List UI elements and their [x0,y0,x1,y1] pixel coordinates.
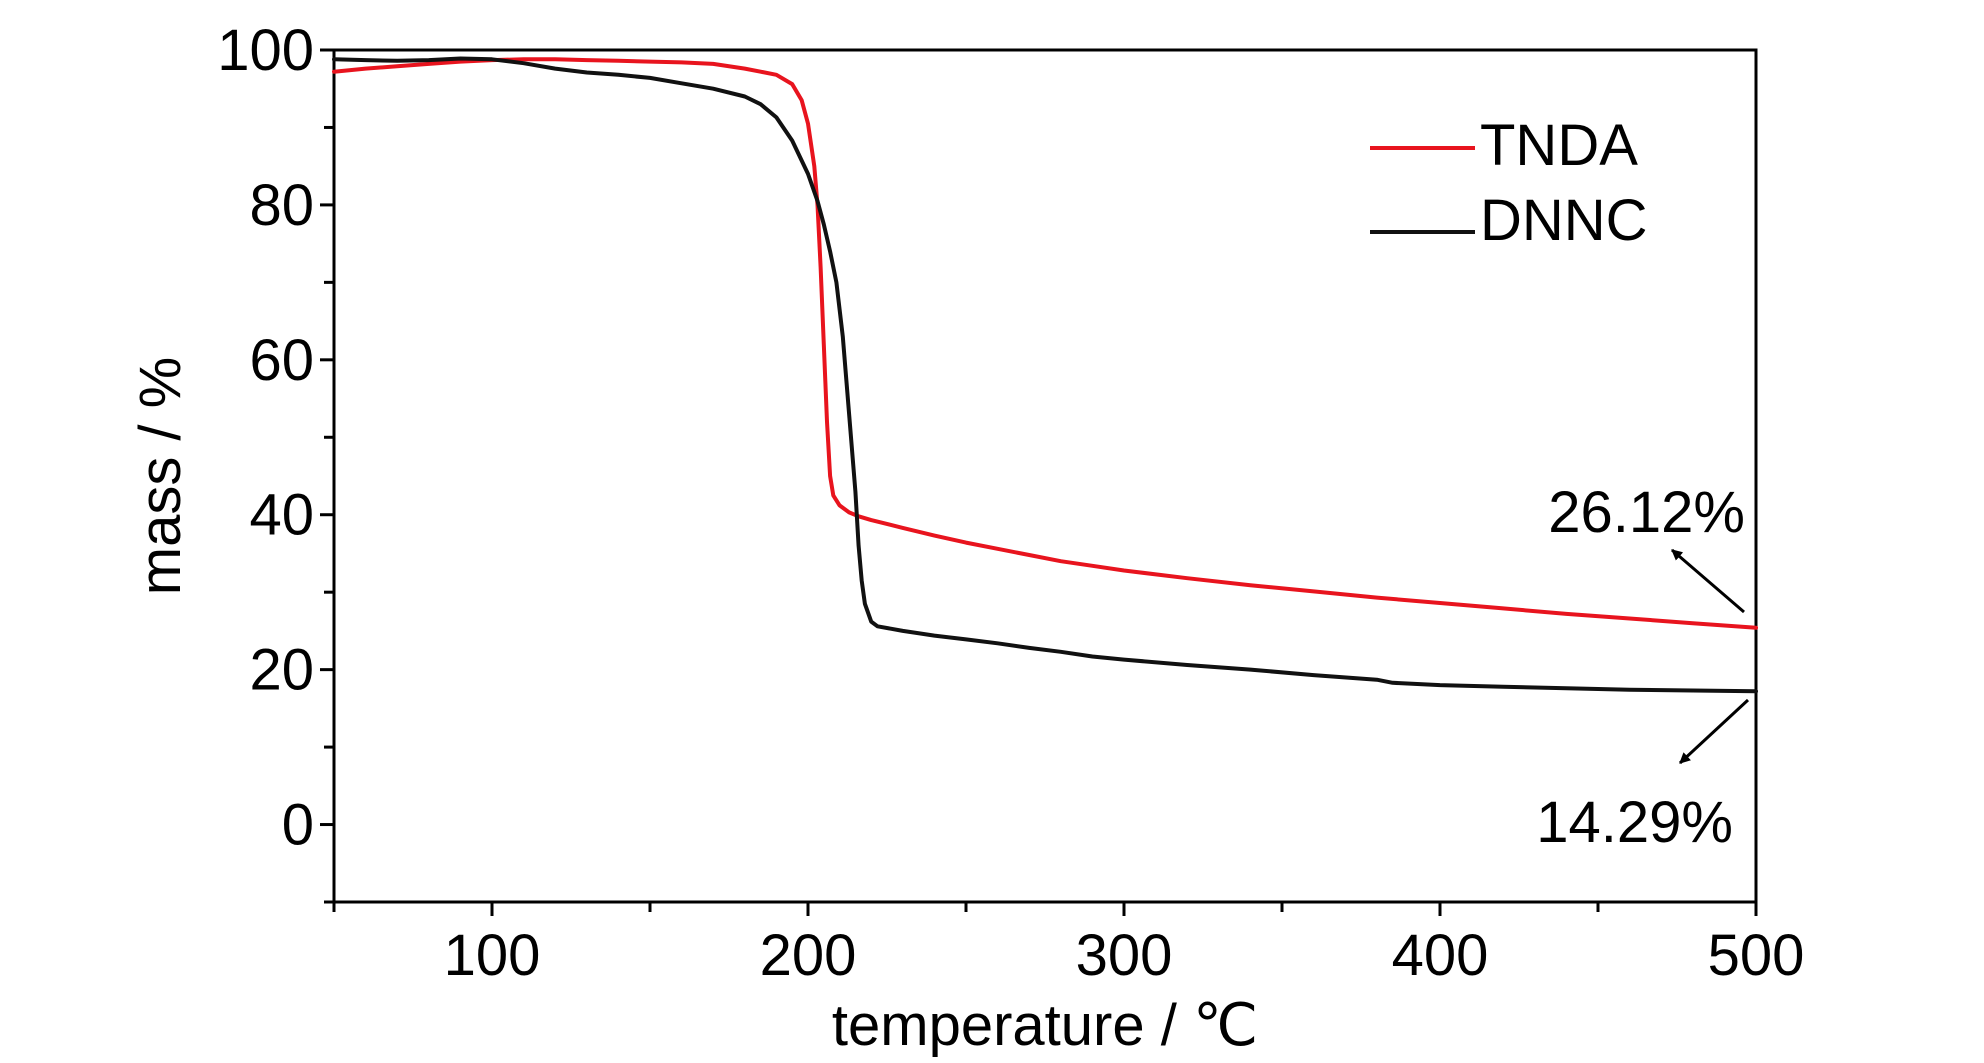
x-tick-label: 100 [444,923,541,988]
y-tick-label: 80 [249,173,314,238]
series-line-tnda [332,57,1758,630]
legend: TNDA DNNC [1370,113,1648,253]
series-line-dnnc [332,56,1758,694]
x-axis-ticks: 100 200 300 400 500 [332,902,1805,988]
x-tick-label: 300 [1076,923,1173,988]
annotation-tnda-residue: 26.12% [1548,480,1745,545]
y-axis-title: mass / % [128,357,193,596]
series-lines [332,56,1758,694]
legend-label-tnda: TNDA [1480,113,1638,178]
y-tick-label: 20 [249,638,314,703]
y-tick-label: 100 [217,18,314,83]
y-axis-ticks: 0 20 40 60 80 100 [217,18,334,904]
x-tick-label: 500 [1708,923,1805,988]
x-tick-label: 200 [760,923,857,988]
annotations: 26.12% 14.29% [1536,480,1750,855]
legend-label-dnnc: DNNC [1480,188,1648,253]
x-axis-title: temperature / ℃ [832,993,1258,1058]
plot-frame [332,48,1758,904]
y-tick-label: 60 [249,328,314,393]
x-tick-label: 400 [1392,923,1489,988]
y-tick-label: 0 [282,793,314,858]
annotation-dnnc-arrow [1678,698,1750,765]
annotation-dnnc-residue: 14.29% [1536,790,1733,855]
y-tick-label: 40 [249,483,314,548]
annotation-tnda-arrow [1671,548,1745,614]
